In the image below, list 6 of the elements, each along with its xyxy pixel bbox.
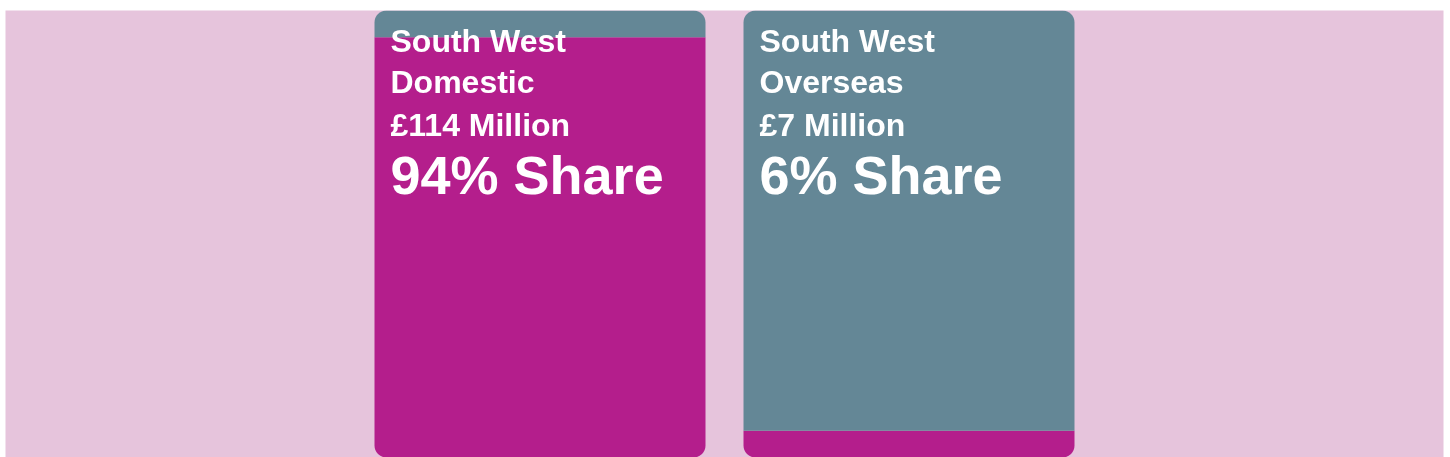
annotation: £7 Million	[759, 106, 906, 143]
annotation: 94% Share	[390, 144, 664, 205]
x-tick-label: South West Overseas	[759, 22, 936, 100]
annotation: 6% Share	[759, 144, 1003, 205]
x-tick-label: South West Domestic	[390, 22, 567, 100]
annotation: £114 Million	[390, 106, 571, 143]
